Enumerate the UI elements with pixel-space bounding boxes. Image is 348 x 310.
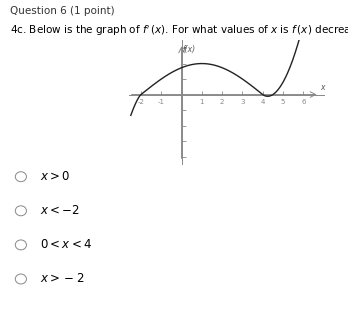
Text: 4c. Below is the graph of $f'\,(x)$. For what values of $x$ is $f\,(x)$ decreasi: 4c. Below is the graph of $f'\,(x)$. For… xyxy=(10,24,348,38)
Text: $x > -2$: $x > -2$ xyxy=(40,272,85,286)
Text: $0 < x < 4$: $0 < x < 4$ xyxy=(40,238,92,251)
Text: $x > 0$: $x > 0$ xyxy=(40,170,70,183)
Text: x: x xyxy=(321,83,325,92)
Text: Question 6 (1 point): Question 6 (1 point) xyxy=(10,6,115,16)
Text: $x < -2$: $x < -2$ xyxy=(40,204,80,217)
Text: f(x): f(x) xyxy=(183,45,196,54)
